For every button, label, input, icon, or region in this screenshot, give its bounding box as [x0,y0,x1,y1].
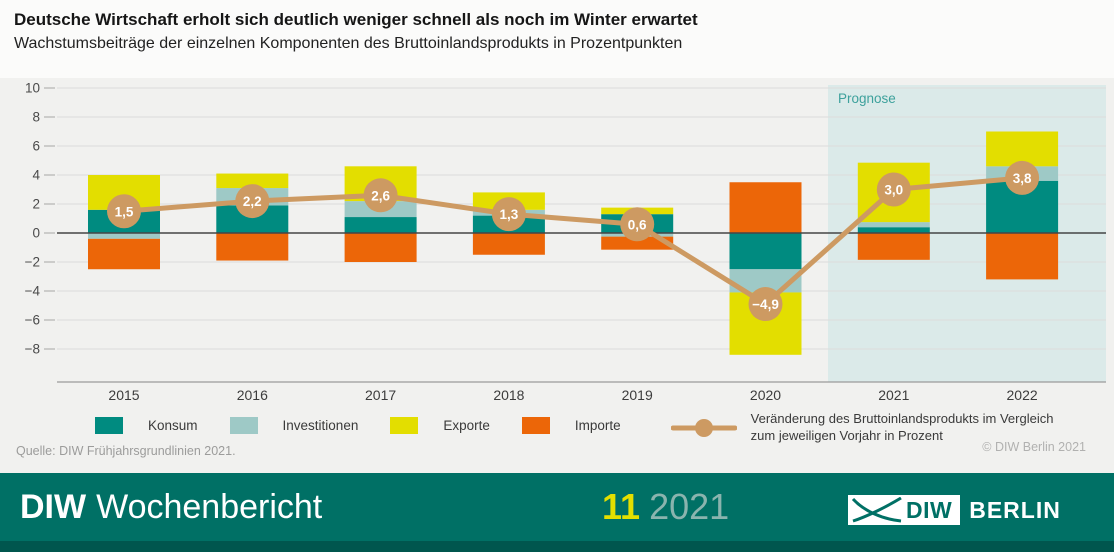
footer-bottom-strip [0,541,1114,552]
legend-label-investitionen: Investitionen [282,418,359,433]
legend-label-exporte: Exporte [443,418,490,433]
legend-label-konsum: Konsum [148,418,198,433]
copyright-note: © DIW Berlin 2021 [982,440,1086,454]
bar-segment-investitionen-2015 [88,233,160,239]
prognose-label: Prognose [838,91,896,106]
gdp-marker-label-2019: 0,6 [628,217,647,232]
gdp-marker-label-2018: 1,3 [500,207,519,222]
chart-title: Deutsche Wirtschaft erholt sich deutlich… [14,10,698,29]
gdp-marker-2018 [491,197,526,232]
y-axis-label: 6 [32,139,40,154]
gdp-marker-2015 [107,194,141,229]
gdp-marker-label-2015: 1,5 [115,204,134,219]
y-axis-label: −6 [25,313,40,328]
x-axis-label-2017: 2017 [365,387,396,403]
x-axis-label-2016: 2016 [237,387,268,403]
gdp-line-legend-label-line2: zum jeweiligen Vorjahr in Prozent [750,428,943,443]
bar-segment-importe-2015 [88,238,160,270]
legend-swatch-investitionen [229,417,258,434]
publication-name: DIW Wochenbericht [20,473,322,541]
gdp-marker-2022 [1005,160,1040,195]
bar-segment-importe-2021 [857,233,930,260]
issue-year: 2021 [649,486,730,527]
legend-item-exporte: Exporte [390,417,490,434]
diw-swoosh-icon [852,497,902,523]
bar-segment-investitionen-2021 [857,222,930,228]
legend-item-importe: Importe [521,417,621,434]
diw-logo-text: DIW [906,496,953,523]
stacked-bar-chart: Prognose 10 8 6 4 2 0 −2 −4 −6 −8 2015 2016 2017 2018 2… [25,81,1106,403]
gdp-marker-2020 [748,287,783,322]
gdp-marker-label-2020: −4,9 [752,297,779,312]
y-axis-label: 10 [25,81,40,96]
diw-logo-box: DIW [848,495,961,525]
y-axis-label: −4 [25,284,41,299]
y-axis-label: −2 [25,255,40,270]
x-axis-label-2022: 2022 [1007,387,1038,403]
gdp-marker-2016 [235,184,270,219]
legend-item-konsum: Konsum [95,417,198,434]
bar-segment-exporte-2022 [986,131,1059,167]
x-axis-label-2021: 2021 [878,387,909,403]
issue-number-value: 11 [602,486,641,527]
y-axis-label: 8 [32,110,40,125]
bar-segment-konsum-2021 [857,227,930,233]
publication-name-regular: Wochenbericht [96,488,323,526]
bar-segment-importe-2018 [472,233,545,255]
chart-subtitle: Wachstumsbeiträge der einzelnen Komponen… [14,35,683,52]
gdp-line-legend-icon [670,419,737,437]
chart-area: Prognose 10 8 6 4 2 0 −2 −4 −6 −8 2015 2016 2017 2018 2… [0,78,1114,473]
bar-segment-importe-2017 [344,233,417,262]
legend-swatch-konsum [95,417,123,434]
bar-segment-konsum-2017 [344,217,417,233]
legend-label-importe: Importe [574,418,621,433]
gdp-marker-2017 [363,178,398,213]
bar-segment-importe-2020 [729,182,802,233]
gdp-line-legend: Veränderung des Bruttoinlandsprodukts im… [670,410,1054,444]
gdp-marker-label-2022: 3,8 [1013,171,1032,186]
gdp-line [121,175,1025,307]
chart-legend: Konsum Investitionen Exporte Importe Veränd… [95,410,1053,444]
gdp-marker-2019 [620,207,655,242]
y-axis-label: 0 [32,226,40,241]
chart-header: Deutsche Wirtschaft erholt sich deutlich… [14,10,1104,53]
bar-segment-importe-2019 [601,236,674,250]
bar-segment-importe-2016 [216,233,289,261]
x-axis-label-2019: 2019 [622,387,653,403]
bar-segment-importe-2022 [986,233,1059,280]
gdp-line-legend-label-line1: Veränderung des Bruttoinlandsprodukts im… [750,411,1054,426]
publication-name-bold: DIW [20,488,87,526]
source-note: Quelle: DIW Frühjahrsgrundlinien 2021. [16,444,236,458]
legend-items: Konsum Investitionen Exporte Importe [95,410,653,434]
issue-number: 11 2021 [602,473,729,541]
gdp-marker-2021 [876,172,911,207]
y-axis-label: −8 [25,342,40,357]
x-axis-label-2018: 2018 [493,387,524,403]
legend-swatch-exporte [390,417,419,434]
berlin-logo-text: BERLIN [969,496,1061,523]
y-axis-label: 2 [32,197,40,212]
y-axis-label: 4 [32,168,40,183]
x-axis-label-2020: 2020 [750,387,781,403]
gdp-line-legend-label: Veränderung des Bruttoinlandsprodukts im… [751,410,1054,444]
legend-swatch-importe [521,417,550,434]
gdp-marker-label-2017: 2,6 [371,188,390,203]
legend-item-investitionen: Investitionen [229,417,359,434]
gdp-marker-label-2016: 2,2 [243,194,262,209]
x-axis-label-2015: 2015 [108,387,139,403]
bar-segment-konsum-2020 [729,233,802,270]
gdp-marker-label-2021: 3,0 [884,183,903,198]
bar-segment-exporte-2016 [216,173,289,189]
diw-berlin-logo: DIW BERLIN [848,493,1061,527]
footer-banner: DIW Wochenbericht 11 2021 DIW BERLIN [0,473,1114,552]
